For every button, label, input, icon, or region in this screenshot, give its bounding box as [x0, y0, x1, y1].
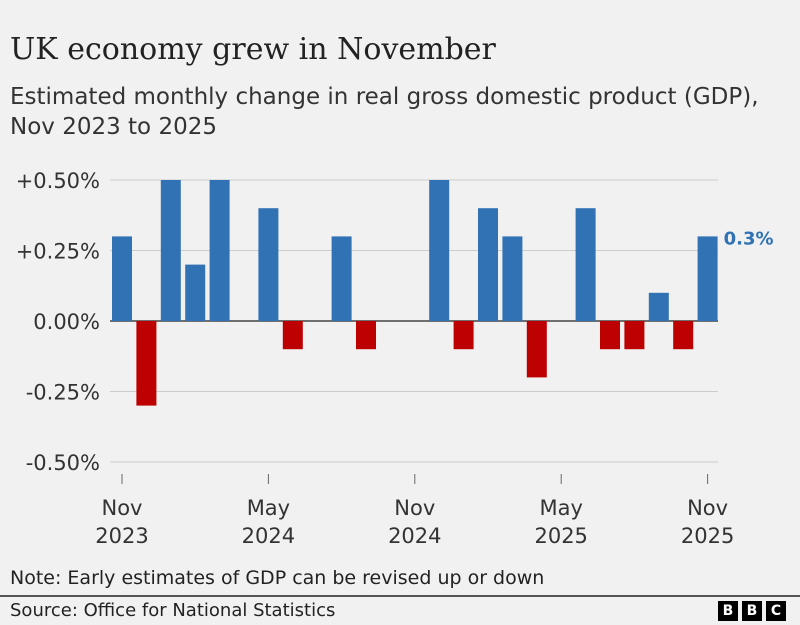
chart-note: Note: Early estimates of GDP can be revi… [10, 567, 545, 589]
x-tick-label: May [539, 496, 582, 520]
x-tick-label: Nov [687, 496, 728, 520]
bar [356, 321, 376, 350]
bar [697, 236, 718, 321]
logo-letter: C [766, 601, 786, 621]
chart-subtitle: Estimated monthly change in real gross d… [10, 84, 759, 140]
bar [282, 321, 303, 350]
x-tick-label: 2024 [242, 524, 295, 548]
bar [575, 208, 596, 321]
bar [209, 180, 230, 321]
bar [258, 208, 279, 321]
y-tick-label: +0.25% [16, 240, 100, 264]
bar [600, 321, 620, 350]
chart-title: UK economy grew in November [10, 32, 496, 67]
x-tick-label: 2024 [388, 524, 441, 548]
y-tick-label: -0.50% [26, 451, 100, 475]
bar [136, 321, 157, 406]
bar [648, 292, 669, 321]
logo-letter: B [742, 601, 762, 621]
bar [160, 180, 181, 321]
x-tick-label: 2025 [534, 524, 587, 548]
x-tick-label: 2025 [681, 524, 734, 548]
bar [429, 180, 450, 321]
bar [526, 321, 547, 378]
source-text: Source: Office for National Statistics [10, 600, 336, 621]
bar [673, 321, 694, 350]
footer-divider [0, 595, 800, 597]
logo-letter: B [718, 601, 738, 621]
bar [624, 321, 645, 350]
bar-chart: +0.50%+0.25%0.00%-0.25%-0.50%Nov2023May2… [16, 169, 774, 548]
y-tick-label: +0.50% [16, 169, 100, 193]
x-tick-label: 2023 [95, 524, 148, 548]
bar [453, 321, 474, 350]
y-tick-label: -0.25% [26, 381, 100, 405]
bar [331, 236, 352, 321]
data-label: 0.3% [724, 228, 774, 249]
bbc-logo: B B C [718, 601, 786, 621]
x-tick-label: Nov [102, 496, 143, 520]
bar [502, 236, 523, 321]
bar [185, 264, 206, 321]
x-tick-label: Nov [394, 496, 435, 520]
y-tick-label: 0.00% [33, 310, 100, 334]
x-tick-label: May [247, 496, 290, 520]
bar [112, 236, 132, 321]
bar [478, 208, 498, 321]
